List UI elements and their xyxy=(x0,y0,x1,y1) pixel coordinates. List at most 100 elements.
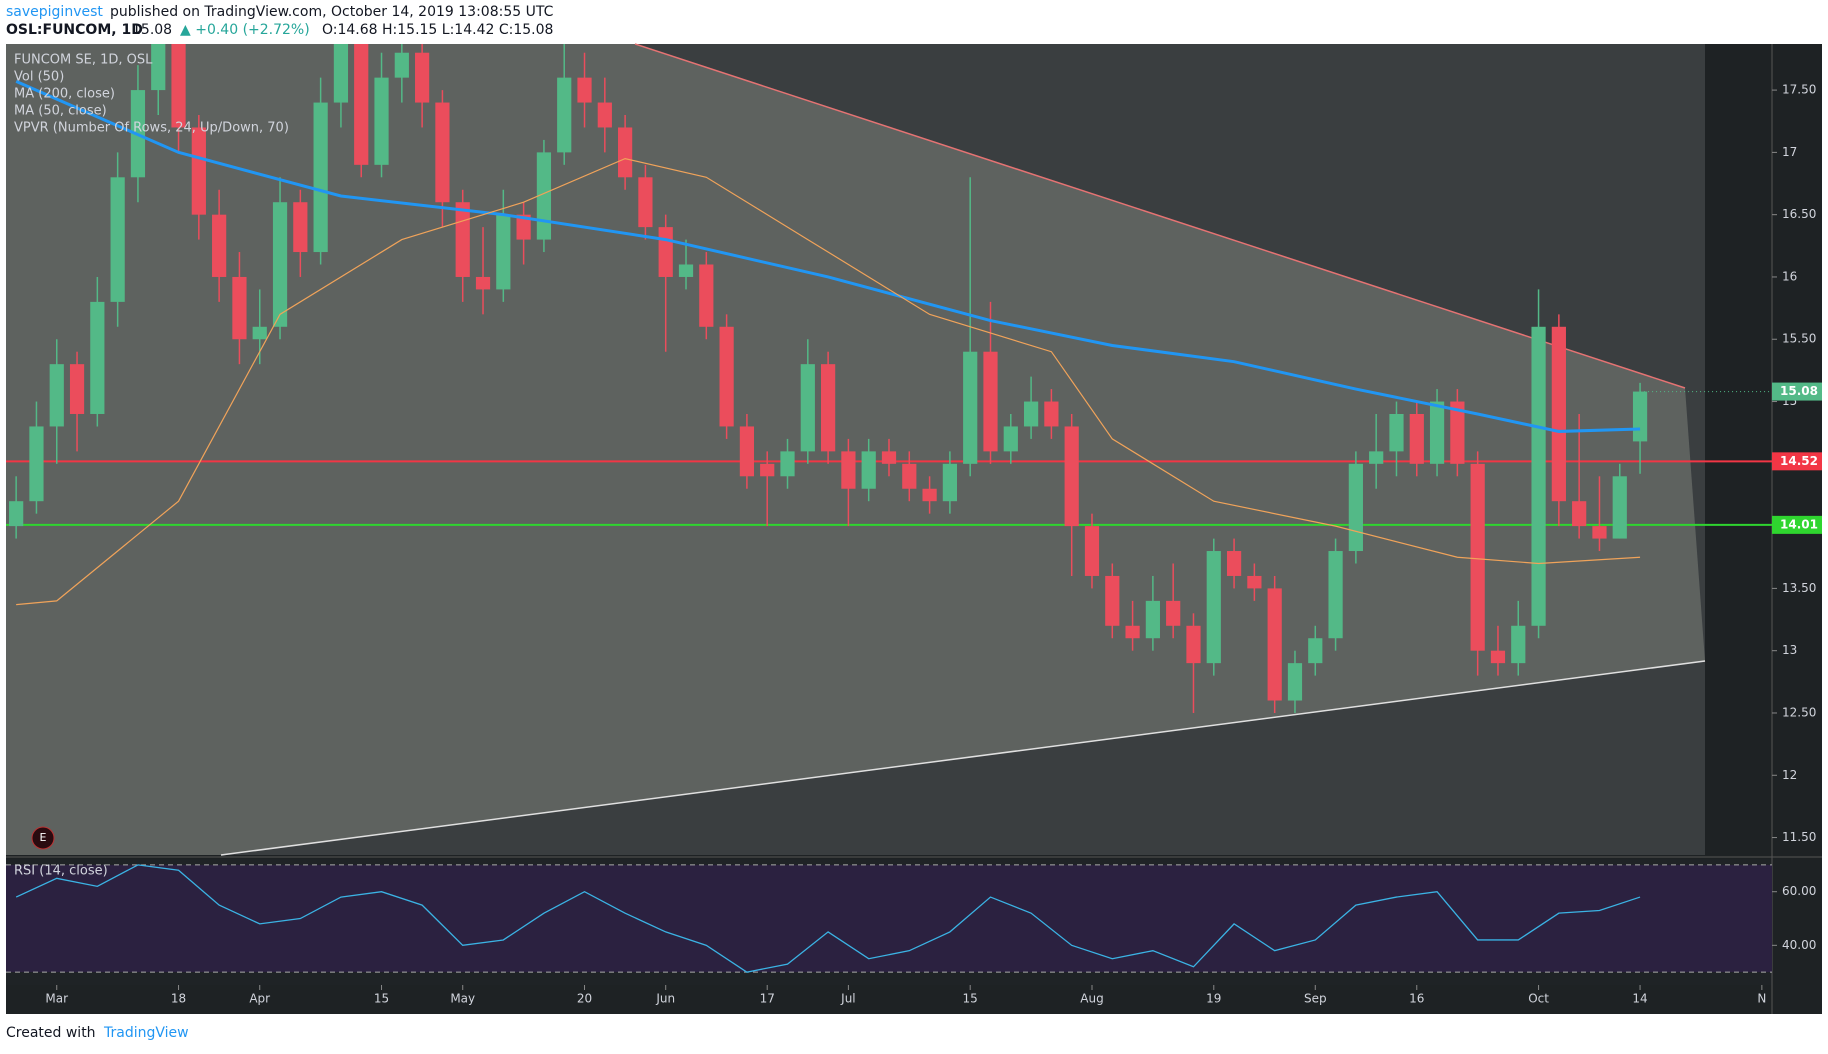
x-tick-label: 20 xyxy=(577,992,592,1006)
candle-body xyxy=(435,102,450,203)
candle-body xyxy=(1409,413,1424,464)
candle-body xyxy=(861,451,876,489)
legend-entry: FUNCOM SE, 1D, OSL xyxy=(14,53,153,68)
candle-body xyxy=(49,364,64,427)
author[interactable]: savepiginvest xyxy=(6,4,103,20)
last-price-tag xyxy=(1772,382,1822,401)
candle-body xyxy=(780,451,795,477)
footer-brand[interactable]: TradingView xyxy=(103,1025,189,1041)
candle-body xyxy=(922,488,937,502)
candle-body xyxy=(638,177,653,228)
y-tick-label: 12.50 xyxy=(1782,705,1816,719)
x-tick-label: 15 xyxy=(963,992,978,1006)
moving-average xyxy=(16,157,1641,606)
y-tick-label: 15.50 xyxy=(1782,332,1816,346)
y-tick-label: 12 xyxy=(1782,768,1797,782)
candle-body xyxy=(191,127,206,215)
candle-body xyxy=(1470,463,1485,651)
candle-body xyxy=(110,177,125,302)
candle-body xyxy=(415,52,430,103)
moving-average xyxy=(15,79,1641,433)
candle-body xyxy=(1592,526,1607,539)
candle-body xyxy=(1612,476,1627,539)
candle-body xyxy=(1084,526,1100,576)
earnings-icon: E xyxy=(40,831,47,844)
upper-trendline xyxy=(634,43,1686,389)
candle-body xyxy=(1429,401,1445,464)
candle-body xyxy=(678,264,694,277)
legend-entry: Vol (50) xyxy=(14,70,64,85)
x-tick-label: 14 xyxy=(1632,992,1647,1006)
candle-body xyxy=(1348,463,1363,552)
candle-body xyxy=(171,44,186,128)
x-tick-label: Oct xyxy=(1528,992,1549,1006)
candle-body xyxy=(1044,401,1059,427)
x-tick-label: Mar xyxy=(45,992,68,1006)
y-tick-label: 16 xyxy=(1782,269,1797,283)
x-tick-label: Jul xyxy=(840,992,855,1006)
legend-entry: VPVR (Number Of Rows, 24, Up/Down, 70) xyxy=(14,121,289,136)
candle-body xyxy=(760,463,775,477)
x-tick-label: May xyxy=(450,992,475,1006)
candle-body xyxy=(1369,451,1384,464)
candle-body xyxy=(983,351,998,452)
candle-body xyxy=(69,364,85,414)
candle-body xyxy=(212,214,227,277)
y-tick-label: 11.50 xyxy=(1782,830,1816,844)
candle-body xyxy=(739,426,755,477)
candle-body xyxy=(658,227,673,277)
candle-body xyxy=(1572,501,1587,527)
candle-body xyxy=(293,202,308,253)
x-tick-label: N xyxy=(1757,992,1766,1006)
candle-body xyxy=(1632,391,1648,442)
rsi-legend: RSI (14, close) xyxy=(14,864,108,879)
lower-trendline xyxy=(220,660,1706,856)
legend-entry: MA (200, close) xyxy=(14,87,115,102)
candle-body xyxy=(902,463,917,489)
x-tick-label: 16 xyxy=(1409,992,1424,1006)
legend-entry: MA (50, close) xyxy=(14,104,107,119)
candle-body xyxy=(313,102,328,253)
candle-body xyxy=(841,451,856,489)
ohlc: O:14.68 H:15.15 L:14.42 C:15.08 xyxy=(322,22,553,38)
rsi-plot xyxy=(6,864,1772,973)
candle-body xyxy=(1308,638,1323,664)
footer-created: Created with xyxy=(6,1025,96,1041)
x-tick-label: 19 xyxy=(1206,992,1221,1006)
last-price-label: 15.08 xyxy=(1780,384,1818,398)
candle-body xyxy=(536,152,552,240)
candle-body xyxy=(942,463,958,502)
x-tick-label: Apr xyxy=(249,992,270,1006)
candle-body xyxy=(252,326,267,340)
y-tick-label: 13 xyxy=(1782,643,1797,657)
candle-body xyxy=(9,501,24,527)
candle-body xyxy=(1145,600,1160,639)
candle-body xyxy=(577,77,592,103)
x-tick-label: 15 xyxy=(374,992,389,1006)
y-tick-label: 17 xyxy=(1782,145,1797,159)
candle-body xyxy=(272,202,288,327)
symbol: OSL:FUNCOM, 1D xyxy=(6,22,143,38)
candle-body xyxy=(455,202,470,277)
candle-body xyxy=(232,276,247,340)
candle-body xyxy=(800,364,815,452)
candle-body xyxy=(1247,575,1262,589)
candle-body xyxy=(597,102,612,128)
rsi-band xyxy=(6,864,1772,973)
candle-body xyxy=(151,44,166,91)
candle-body xyxy=(1389,413,1404,452)
candle-body xyxy=(1186,625,1201,664)
candle-body xyxy=(496,214,511,290)
candle-body xyxy=(1267,588,1282,701)
price-level-label: 14.01 xyxy=(1780,517,1818,531)
candle-body xyxy=(516,214,531,240)
candle-body xyxy=(1105,575,1120,626)
candle-body xyxy=(475,276,491,290)
earnings-marker[interactable] xyxy=(31,826,55,850)
candle-body xyxy=(820,364,836,452)
candle-body xyxy=(1206,551,1221,664)
candle-body xyxy=(1551,326,1566,502)
candle-body xyxy=(394,52,409,78)
